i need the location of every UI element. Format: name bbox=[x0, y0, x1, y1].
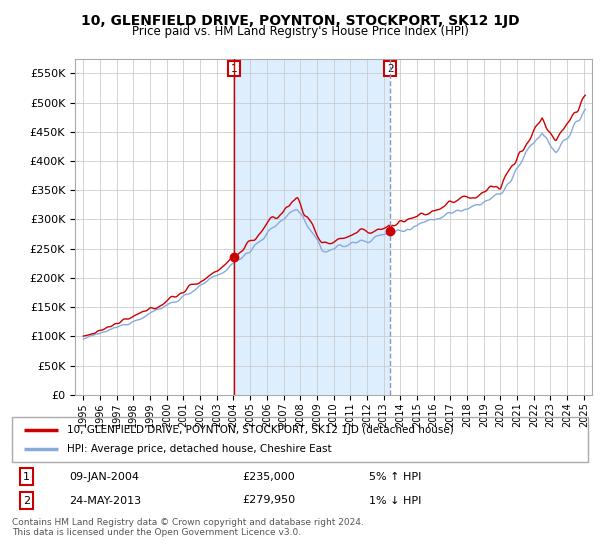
Text: 24-MAY-2013: 24-MAY-2013 bbox=[70, 496, 142, 506]
Text: 10, GLENFIELD DRIVE, POYNTON, STOCKPORT, SK12 1JD (detached house): 10, GLENFIELD DRIVE, POYNTON, STOCKPORT,… bbox=[67, 424, 454, 435]
Text: Contains HM Land Registry data © Crown copyright and database right 2024.
This d: Contains HM Land Registry data © Crown c… bbox=[12, 518, 364, 538]
Text: Price paid vs. HM Land Registry's House Price Index (HPI): Price paid vs. HM Land Registry's House … bbox=[131, 25, 469, 38]
Text: £279,950: £279,950 bbox=[242, 496, 296, 506]
Text: 2: 2 bbox=[387, 64, 394, 74]
Text: 5% ↑ HPI: 5% ↑ HPI bbox=[369, 472, 421, 482]
Bar bbox=[234, 59, 390, 395]
Text: 1% ↓ HPI: 1% ↓ HPI bbox=[369, 496, 421, 506]
Text: 1: 1 bbox=[230, 64, 238, 74]
Text: 1: 1 bbox=[23, 472, 30, 482]
Text: 2: 2 bbox=[23, 496, 30, 506]
Text: 09-JAN-2004: 09-JAN-2004 bbox=[70, 472, 140, 482]
Text: 10, GLENFIELD DRIVE, POYNTON, STOCKPORT, SK12 1JD: 10, GLENFIELD DRIVE, POYNTON, STOCKPORT,… bbox=[80, 14, 520, 28]
Text: HPI: Average price, detached house, Cheshire East: HPI: Average price, detached house, Ches… bbox=[67, 445, 331, 455]
Text: £235,000: £235,000 bbox=[242, 472, 295, 482]
